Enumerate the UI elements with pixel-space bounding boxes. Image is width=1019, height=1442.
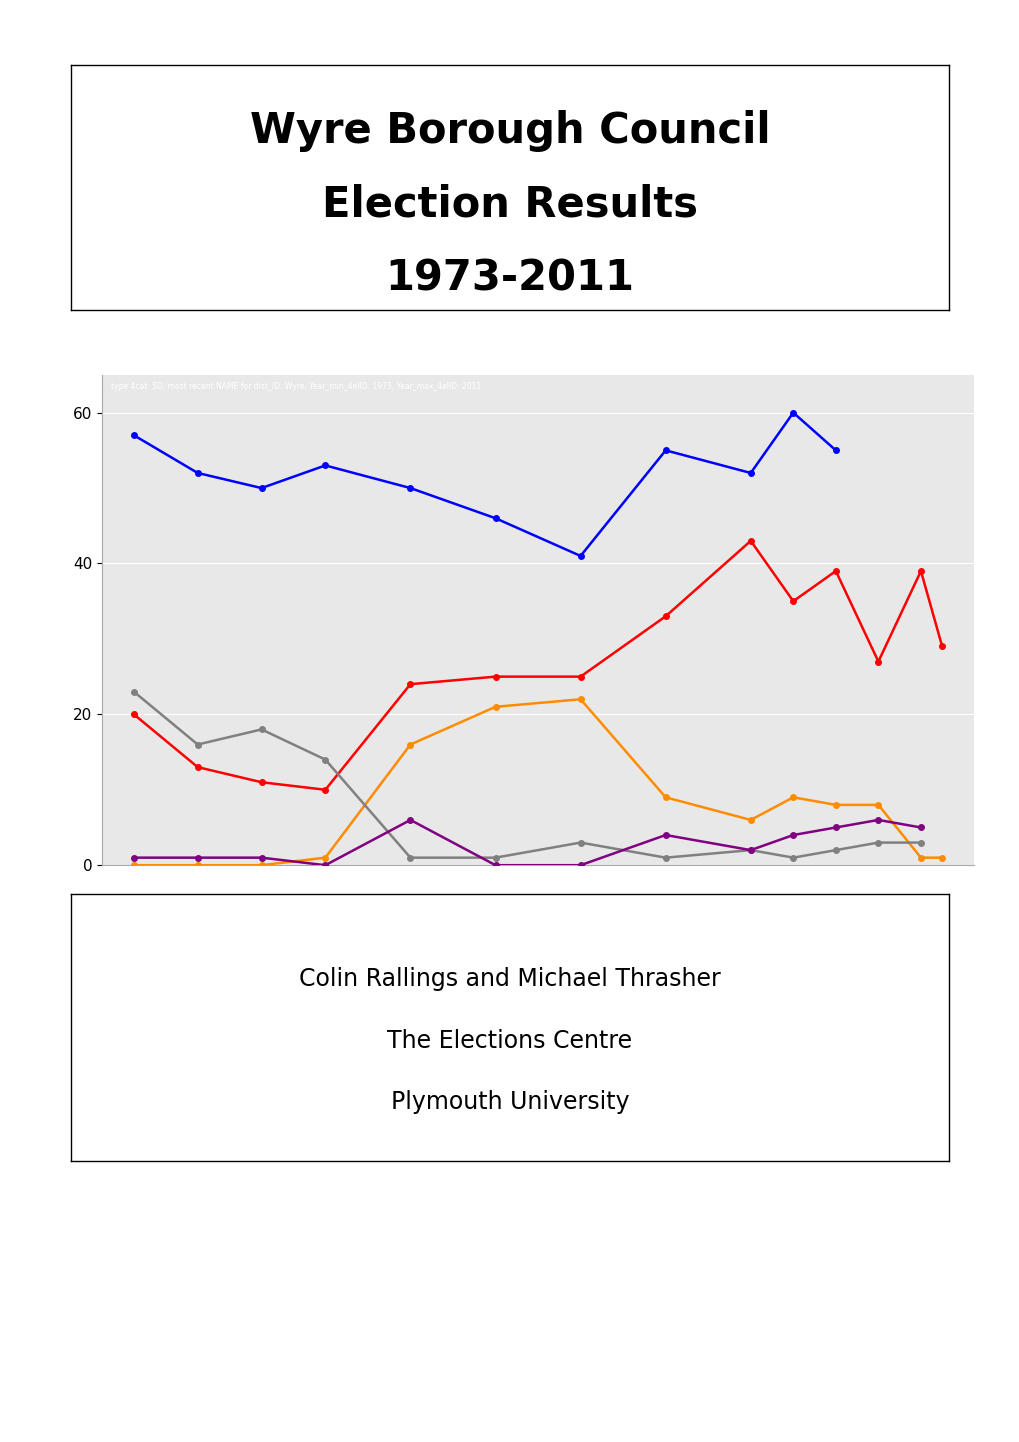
- Text: The Elections Centre: The Elections Centre: [387, 1028, 632, 1053]
- Text: type 4cat: SD, most recent NAME for dist_ID: Wyre, Year_min_4elID: 1973, Year_ma: type 4cat: SD, most recent NAME for dist…: [111, 382, 480, 391]
- Text: Election Results: Election Results: [322, 183, 697, 225]
- Text: Plymouth University: Plymouth University: [390, 1090, 629, 1115]
- Text: Colin Rallings and Michael Thrasher: Colin Rallings and Michael Thrasher: [299, 968, 720, 992]
- Text: Wyre Borough Council: Wyre Borough Council: [250, 110, 769, 151]
- Text: 1973-2011: 1973-2011: [385, 257, 634, 298]
